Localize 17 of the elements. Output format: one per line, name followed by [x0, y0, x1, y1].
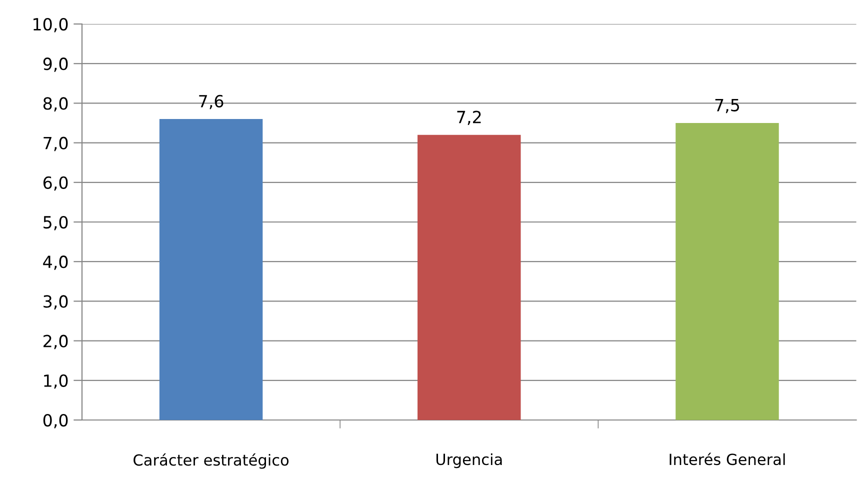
y-tick-label: 6,0 — [43, 176, 68, 191]
y-tick-label: 1,0 — [44, 374, 68, 389]
data-label: 7,2 — [457, 110, 481, 126]
data-label: 7,6 — [199, 94, 224, 110]
x-tick-label: Carácter estratégico — [134, 453, 289, 469]
y-tick-label: 8,0 — [43, 97, 68, 112]
y-tick-label: 0,0 — [43, 414, 68, 428]
x-tick-label: Interés General — [670, 452, 785, 466]
y-tick-label: 4,0 — [43, 256, 68, 270]
y-tick-label: 2,0 — [44, 334, 68, 350]
y-tick-label: 7,0 — [44, 136, 68, 152]
x-tick-label: Urgencia — [436, 453, 502, 468]
data-label: 7,5 — [715, 99, 740, 114]
y-tick-label: 9,0 — [43, 58, 68, 72]
y-tick-label: 10,0 — [34, 18, 68, 32]
y-tick-label: 5,0 — [44, 216, 68, 230]
y-tick-label: 3,0 — [44, 295, 68, 310]
